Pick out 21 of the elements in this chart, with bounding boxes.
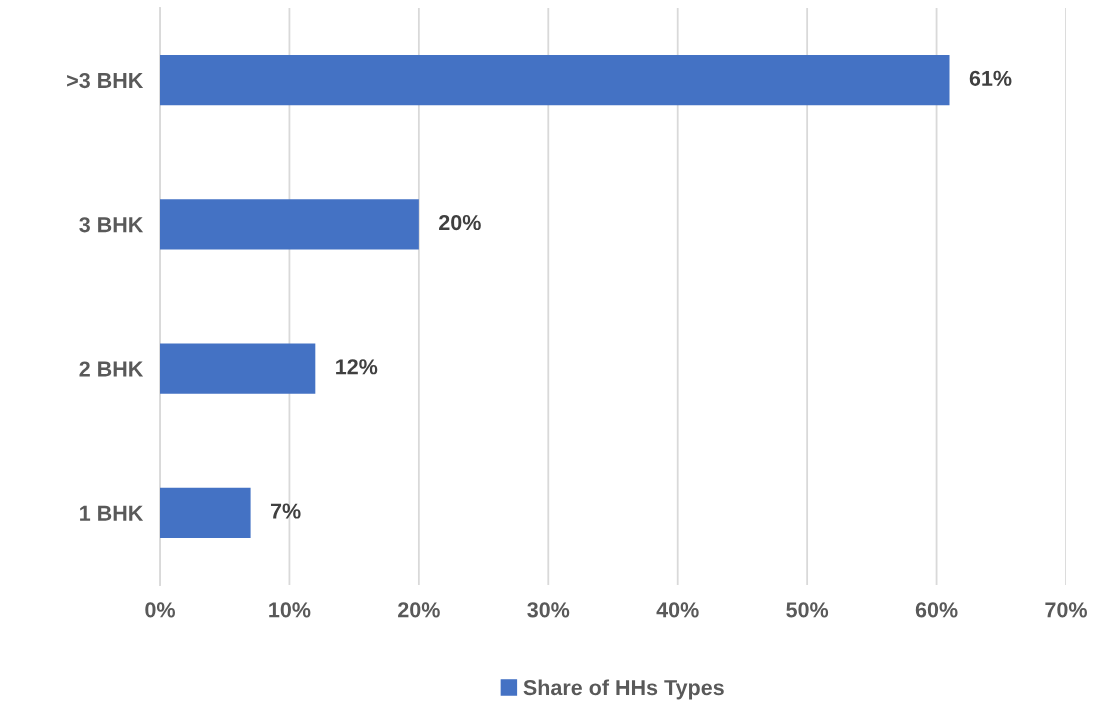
y-tick-label: 3 BHK [79, 217, 144, 233]
x-tick-label: 0% [145, 602, 175, 618]
y-tick-label: >3 BHK [67, 72, 144, 89]
x-tick-label: 30% [527, 602, 570, 618]
bar [160, 343, 316, 394]
bar [160, 199, 419, 250]
bar [160, 54, 950, 106]
x-tick-label: 20% [398, 602, 440, 618]
y-tick-label: 2 BHK [79, 361, 144, 377]
data-label: 20% [439, 214, 481, 231]
x-tick-label: 70% [1045, 602, 1087, 618]
legend-label: Share of HHs Types [523, 679, 724, 700]
data-label: 7% [270, 503, 301, 519]
y-tick-label: 1 BHK [80, 505, 144, 521]
bar [160, 487, 251, 539]
x-tick-label: 50% [786, 602, 829, 618]
data-label: 61% [969, 70, 1012, 86]
x-tick-label: 10% [269, 602, 311, 618]
x-tick-label: 40% [656, 602, 699, 618]
x-tick-label: 60% [915, 602, 958, 618]
data-label: 12% [336, 359, 378, 375]
